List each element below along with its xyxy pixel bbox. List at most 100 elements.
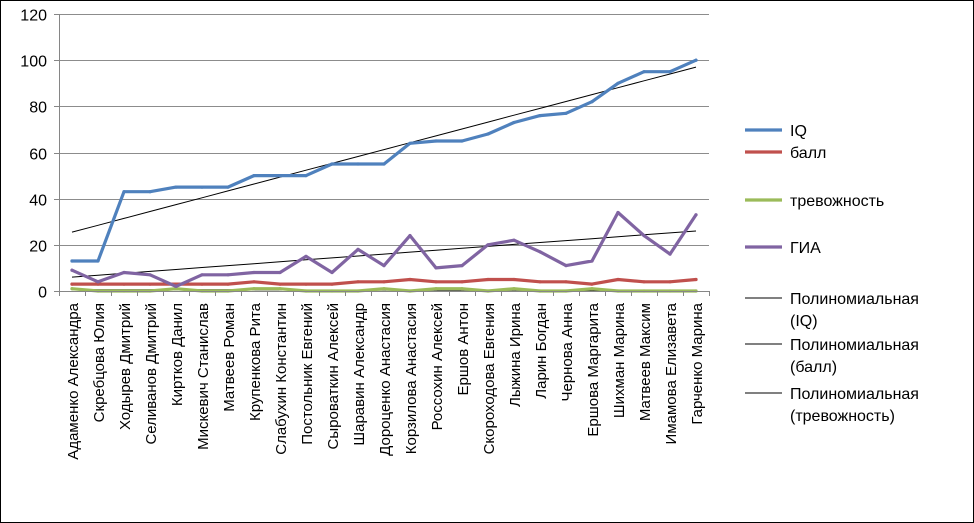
data-point bbox=[148, 273, 152, 277]
x-tick-label: Чернова Анна bbox=[559, 302, 576, 401]
trendlines bbox=[71, 66, 697, 291]
data-point bbox=[382, 264, 386, 268]
data-point bbox=[356, 280, 360, 284]
data-point bbox=[460, 264, 464, 268]
data-point bbox=[304, 254, 308, 258]
data-point bbox=[174, 185, 178, 189]
x-tick-label: Постольник Евгений bbox=[299, 303, 316, 445]
data-point bbox=[330, 282, 334, 286]
legend-item: тревожность bbox=[745, 193, 884, 210]
data-point bbox=[226, 273, 230, 277]
data-point bbox=[616, 210, 620, 215]
legend-label: тревожность bbox=[790, 193, 884, 210]
x-tick-label: Селиванов Дмитрий bbox=[143, 303, 160, 445]
x-tick-label: Дороценко Анастасия bbox=[377, 303, 394, 456]
x-tick-label: Ершов Антон bbox=[455, 303, 472, 395]
data-point bbox=[538, 250, 542, 254]
data-point bbox=[330, 162, 334, 166]
legend-label: IQ bbox=[790, 123, 807, 140]
data-point bbox=[590, 287, 594, 291]
data-point bbox=[512, 120, 516, 125]
data-point bbox=[616, 277, 620, 282]
data-point bbox=[460, 139, 464, 143]
x-tick-label: Корзилова Анастасия bbox=[403, 303, 420, 454]
axes bbox=[54, 14, 710, 296]
legend-item: Полиномиальная (IQ) bbox=[745, 291, 919, 330]
data-point bbox=[512, 287, 516, 291]
x-tick-label: Скороходова Евгения bbox=[481, 303, 498, 454]
x-tick-label: Скребцова Юлия bbox=[91, 303, 108, 422]
data-point bbox=[330, 270, 334, 275]
y-tick-label: 120 bbox=[20, 8, 47, 25]
data-point bbox=[96, 280, 100, 284]
data-point bbox=[564, 280, 568, 284]
x-tick-label: Имамова Елизавета bbox=[663, 302, 680, 444]
legend-label: Полиномиальная (балл) bbox=[790, 337, 919, 376]
data-point bbox=[590, 282, 594, 286]
data-point bbox=[382, 287, 386, 291]
data-series bbox=[70, 58, 698, 293]
data-point bbox=[174, 287, 178, 291]
series-iq bbox=[70, 58, 698, 263]
x-tick-label: Шаравин Александр bbox=[351, 303, 368, 446]
data-point bbox=[304, 282, 308, 286]
data-point bbox=[642, 70, 646, 74]
data-point bbox=[538, 114, 542, 118]
data-point bbox=[96, 259, 100, 263]
data-point bbox=[70, 282, 74, 286]
data-point bbox=[668, 70, 672, 74]
y-tick-label: 20 bbox=[29, 239, 47, 256]
data-point bbox=[616, 81, 620, 85]
data-point bbox=[252, 280, 256, 284]
x-tick-label: Киртков Данил bbox=[169, 303, 186, 406]
data-point bbox=[356, 162, 360, 166]
data-point bbox=[486, 243, 490, 247]
data-point bbox=[694, 277, 698, 282]
data-point bbox=[434, 139, 438, 143]
y-tick-label: 100 bbox=[20, 54, 47, 71]
data-point bbox=[486, 277, 490, 282]
x-tick-label: Сыроваткин Алексей bbox=[325, 303, 342, 449]
data-point bbox=[590, 259, 594, 263]
legend-label: балл bbox=[790, 145, 826, 162]
series-гиа bbox=[70, 210, 698, 288]
data-point bbox=[200, 273, 204, 277]
x-tick-label: Матвеев Роман bbox=[221, 303, 238, 412]
data-point bbox=[148, 282, 152, 286]
data-point bbox=[642, 234, 646, 238]
data-point bbox=[252, 270, 256, 275]
x-tick-label: Россохин Алексей bbox=[429, 303, 446, 430]
y-tick-label: 60 bbox=[29, 147, 47, 164]
y-tick-label: 80 bbox=[29, 100, 47, 117]
data-point bbox=[668, 280, 672, 284]
data-point bbox=[694, 213, 698, 217]
data-point bbox=[512, 238, 516, 242]
x-tick-label: Крупенкова Рита bbox=[247, 302, 264, 421]
trendline-полиномиальная-iq bbox=[71, 66, 697, 233]
y-tick-label: 0 bbox=[38, 285, 47, 302]
data-point bbox=[356, 247, 360, 251]
data-point bbox=[382, 280, 386, 284]
data-point bbox=[278, 270, 282, 275]
gridlines bbox=[59, 14, 709, 246]
x-tick-label: Ершова Маргарита bbox=[585, 302, 602, 436]
legend-item: ГИА bbox=[745, 240, 821, 257]
x-tick-label: Ходырев Дмитрий bbox=[117, 303, 134, 430]
x-axis-tick-labels: Адаменко Александра Скребцова Юлия Ходырев… bbox=[65, 302, 706, 459]
data-point bbox=[642, 280, 646, 284]
data-point bbox=[70, 268, 74, 272]
x-tick-label: Гарченко Марина bbox=[689, 302, 706, 424]
data-point bbox=[538, 280, 542, 284]
data-point bbox=[564, 264, 568, 268]
legend-label: ГИА bbox=[790, 240, 821, 257]
data-point bbox=[252, 287, 256, 291]
x-tick-label: Адаменко Александра bbox=[65, 302, 82, 459]
y-tick-label: 40 bbox=[29, 193, 47, 210]
data-point bbox=[96, 282, 100, 286]
data-point bbox=[434, 287, 438, 291]
data-point bbox=[174, 284, 178, 288]
data-point bbox=[200, 282, 204, 286]
data-point bbox=[408, 234, 412, 238]
